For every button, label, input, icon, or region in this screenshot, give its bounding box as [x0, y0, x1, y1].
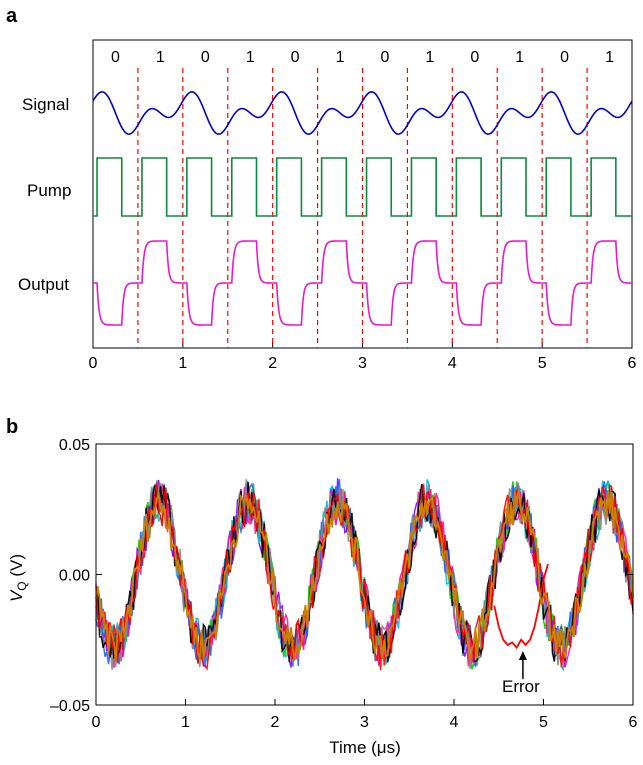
- y-axis-label: VQ (V): [7, 554, 29, 602]
- x-tick-label: 5: [539, 714, 548, 731]
- x-tick-label: 0: [89, 355, 98, 372]
- error-annotation: Error: [502, 677, 540, 696]
- x-tick-label: 1: [181, 714, 190, 731]
- bit-label: 0: [111, 49, 120, 66]
- x-tick-label: 2: [271, 714, 280, 731]
- x-tick-label: 0: [92, 714, 101, 731]
- x-tick-label: 5: [538, 355, 547, 372]
- bit-label: 0: [470, 49, 479, 66]
- bit-label: 1: [336, 49, 345, 66]
- y-tick-label: –0.05: [50, 698, 90, 715]
- panel-b-letter: b: [6, 416, 18, 438]
- measurement-trace: [95, 479, 634, 672]
- panel-a-plot: 0 1 2 3 4 5 6 0 1 0 1 0 1 0 1 0 1 0 1: [89, 39, 637, 372]
- y-tick-label: 0.00: [59, 568, 90, 585]
- bit-label: 1: [515, 49, 524, 66]
- pump-label: Pump: [27, 181, 71, 200]
- x-tick-label: 2: [268, 355, 277, 372]
- measurement-trace: [95, 490, 634, 663]
- bit-label: 0: [381, 49, 390, 66]
- bit-label: 1: [605, 49, 614, 66]
- bit-label: 0: [560, 49, 569, 66]
- pump-trace: [93, 157, 632, 217]
- output-label: Output: [18, 275, 69, 294]
- bit-label: 0: [201, 49, 210, 66]
- bit-label: 0: [291, 49, 300, 66]
- x-tick-label: 3: [358, 355, 367, 372]
- x-tick-label: 3: [360, 714, 369, 731]
- signal-trace: [92, 91, 633, 135]
- x-axis-label: Time (μs): [329, 738, 401, 757]
- x-tick-label: 4: [448, 355, 457, 372]
- output-trace: [93, 240, 633, 326]
- x-tick-label: 4: [450, 714, 459, 731]
- bit-label: 1: [156, 49, 165, 66]
- panel-b-plot: 0 1 2 3 4 5 6 0.05 0.00 –0.05 Error: [50, 437, 638, 731]
- measurement-trace: [95, 482, 634, 668]
- panel-a-letter: a: [6, 5, 18, 27]
- signal-label: Signal: [22, 95, 69, 114]
- bit-label: 1: [425, 49, 434, 66]
- y-tick-label: 0.05: [59, 437, 90, 454]
- x-tick-label: 1: [178, 355, 187, 372]
- error-arrow-head: [518, 651, 527, 661]
- error-trace: [493, 563, 549, 650]
- x-tick-label: 6: [628, 355, 637, 372]
- measurement-trace: [95, 482, 634, 663]
- bit-label: 1: [246, 49, 255, 66]
- x-tick-label: 6: [629, 714, 638, 731]
